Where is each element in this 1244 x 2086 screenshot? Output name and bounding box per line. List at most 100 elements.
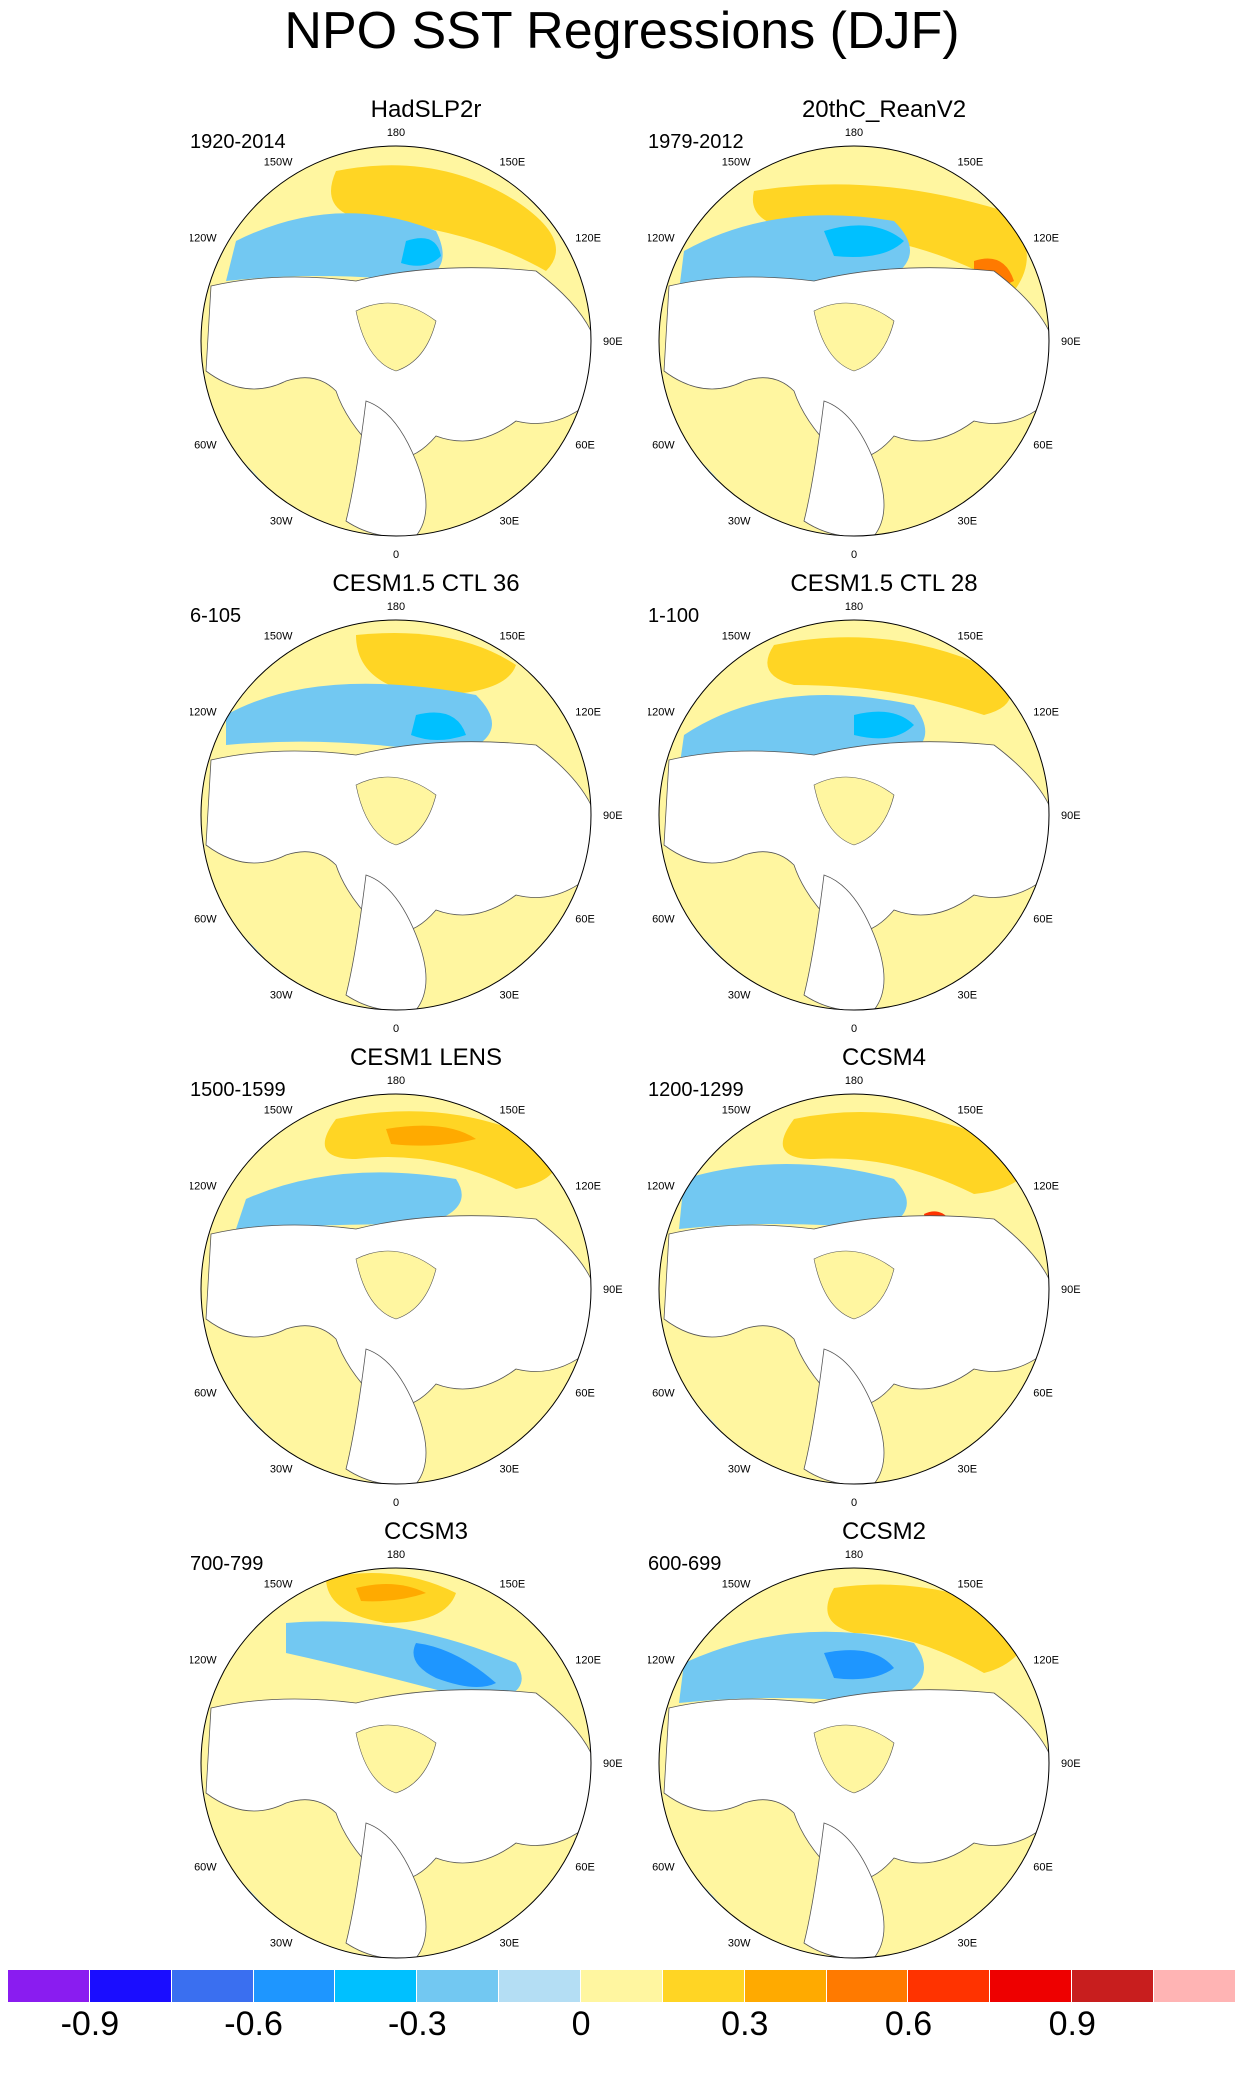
longitude-label: 180 bbox=[387, 127, 405, 139]
longitude-label: 120W bbox=[648, 1655, 675, 1667]
longitude-label: 120W bbox=[648, 233, 675, 245]
map-boundary bbox=[658, 1567, 1050, 1959]
map-boundary bbox=[658, 1093, 1050, 1485]
longitude-label: 120W bbox=[190, 1181, 217, 1193]
polar-map: 180150E120E90E60E30E030W60W90W120W150W bbox=[190, 601, 623, 1035]
map-panel: CCSM3700-799180150E120E90E60E30E030W60W9… bbox=[190, 1518, 662, 1988]
longitude-label: 180 bbox=[845, 1549, 863, 1561]
longitude-label: 120W bbox=[190, 1655, 217, 1667]
longitude-label: 90E bbox=[1061, 336, 1081, 348]
longitude-label: 90E bbox=[1061, 1284, 1081, 1296]
longitude-label: 30E bbox=[958, 515, 978, 527]
map-boundary bbox=[200, 1093, 592, 1485]
colorbar-box bbox=[253, 1970, 336, 2002]
colorbar bbox=[8, 1970, 1236, 2002]
figure-title: NPO SST Regressions (DJF) bbox=[284, 2, 960, 60]
panel-title: CESM1.5 CTL 28 bbox=[790, 570, 978, 597]
map-boundary bbox=[200, 145, 592, 537]
panel-title: 20thC_ReanV2 bbox=[801, 96, 967, 123]
arctic-ocean bbox=[355, 302, 437, 372]
longitude-label: 30W bbox=[270, 1463, 293, 1475]
anomaly-region bbox=[413, 1643, 496, 1687]
longitude-label: 150W bbox=[722, 631, 751, 643]
longitude-label: 150E bbox=[500, 631, 526, 643]
longitude-label: 150E bbox=[958, 157, 984, 169]
colorbar-tick-label: -0.3 bbox=[388, 2005, 447, 2043]
polar-map: 180150E120E90E60E30E030W60W90W120W150W bbox=[190, 1075, 623, 1509]
longitude-label: 30W bbox=[728, 1937, 751, 1949]
colorbar-tick-label: 0.9 bbox=[1048, 2005, 1096, 2043]
panel-period: 1500-1599 bbox=[190, 1079, 286, 1101]
polar-map: 180150E120E90E60E30E030W60W90W120W150W bbox=[190, 1549, 623, 1983]
longitude-label: 0 bbox=[393, 1023, 399, 1035]
map-panel: CESM1.5 CTL 28 1-100 180 150E 120E 90E 60E 30E 0… bbox=[648, 570, 1120, 1040]
map-boundary bbox=[200, 1567, 592, 1959]
colorbar-box bbox=[89, 1970, 172, 2002]
longitude-label: 30W bbox=[728, 989, 751, 1001]
longitude-label: 120W bbox=[190, 233, 217, 245]
panel-period: 1-100 bbox=[648, 605, 700, 627]
longitude-label: 180 bbox=[387, 1075, 405, 1087]
longitude-label: 30E bbox=[958, 989, 978, 1001]
polar-map: 180150E120E90E60E30E030W60W90W120W150W bbox=[190, 127, 623, 561]
longitude-label: 120W bbox=[648, 707, 675, 719]
longitude-label: 90E bbox=[603, 336, 623, 348]
polar-map: 180150E120E90E60E30E030W60W90W120W150W bbox=[648, 601, 1081, 1035]
panel-period: 6-105 bbox=[190, 605, 242, 627]
colorbar-box bbox=[990, 1970, 1073, 2002]
land-mass bbox=[345, 400, 427, 536]
arctic-ocean bbox=[813, 776, 895, 846]
longitude-label: 150W bbox=[264, 1579, 293, 1591]
colorbar-box bbox=[499, 1970, 582, 2002]
longitude-label: 150W bbox=[722, 157, 751, 169]
panel-period: 1920-2014 bbox=[190, 131, 286, 153]
land-mass bbox=[803, 1348, 885, 1484]
longitude-label: 30E bbox=[958, 1937, 978, 1949]
land-mass bbox=[803, 874, 885, 1010]
longitude-label: 180 bbox=[845, 127, 863, 139]
longitude-label: 0 bbox=[393, 549, 399, 561]
longitude-label: 90E bbox=[603, 1758, 623, 1770]
longitude-label: 90E bbox=[1061, 810, 1081, 822]
colorbar-tick-label: 0 bbox=[571, 2005, 591, 2043]
anomaly-region bbox=[356, 1584, 426, 1602]
longitude-label: 120E bbox=[1033, 1655, 1059, 1667]
colorbar-tick-label: 0.6 bbox=[884, 2005, 933, 2043]
longitude-label: 60E bbox=[1033, 914, 1053, 926]
panel-title: HadSLP2r bbox=[370, 96, 482, 123]
polar-map: 180150E120E90E60E30E030W60W90W120W150W bbox=[648, 1075, 1081, 1509]
arctic-ocean bbox=[355, 1724, 437, 1794]
anomaly-region bbox=[679, 1164, 907, 1229]
colorbar-box bbox=[662, 1970, 745, 2002]
panel-period: 1979-2012 bbox=[648, 131, 744, 153]
map-panel: CCSM4 1200-1299 180 150E 120E 90E 60E 30E 0 30W 60… bbox=[648, 1044, 1120, 1514]
colorbar-box bbox=[1072, 1970, 1155, 2002]
longitude-label: 30W bbox=[728, 515, 751, 527]
longitude-label: 120E bbox=[575, 1181, 601, 1193]
colorbar-box bbox=[1154, 1970, 1236, 2002]
land-mass bbox=[345, 1348, 427, 1484]
panel-period: 1200-1299 bbox=[648, 1079, 744, 1101]
longitude-label: 180 bbox=[387, 601, 405, 613]
longitude-label: 120E bbox=[1033, 707, 1059, 719]
longitude-label: 150W bbox=[264, 1105, 293, 1117]
anomaly-region bbox=[824, 1650, 894, 1680]
longitude-label: 60E bbox=[1033, 440, 1053, 452]
colorbar-box bbox=[335, 1970, 418, 2002]
panel-title: CCSM4 bbox=[841, 1044, 926, 1071]
longitude-label: 60W bbox=[652, 914, 675, 926]
longitude-label: 30W bbox=[270, 1937, 293, 1949]
longitude-label: 60E bbox=[575, 440, 595, 452]
longitude-label: 0 bbox=[393, 1497, 399, 1509]
longitude-label: 60E bbox=[1033, 1862, 1053, 1874]
longitude-label: 120E bbox=[1033, 233, 1059, 245]
longitude-label: 150E bbox=[958, 1579, 984, 1591]
anomaly-region bbox=[236, 1172, 462, 1229]
colorbar-tick-label: 0.3 bbox=[721, 2005, 769, 2043]
longitude-label: 60W bbox=[652, 1862, 675, 1874]
longitude-label: 30E bbox=[500, 989, 520, 1001]
map-panel: CESM1 LENS 1500-1599 180 150E 120E 90E 60E 30E 0… bbox=[190, 1044, 662, 1514]
colorbar-box bbox=[171, 1970, 254, 2002]
longitude-label: 30W bbox=[270, 515, 293, 527]
longitude-label: 180 bbox=[845, 1075, 863, 1087]
